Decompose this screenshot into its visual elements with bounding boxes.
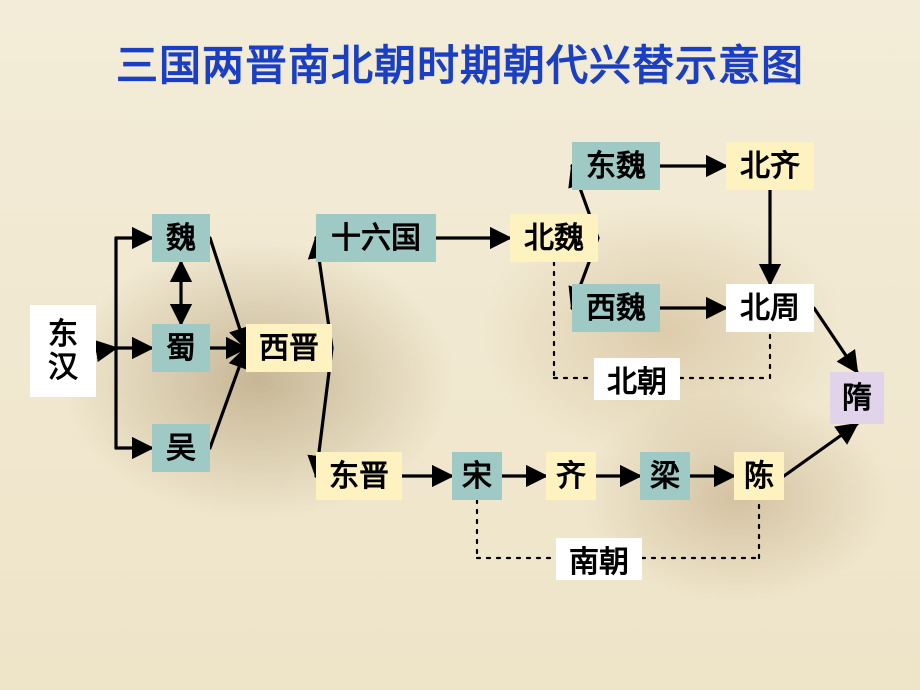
node-qi: 齐 xyxy=(546,452,596,500)
group-label-beichao: 北朝 xyxy=(594,358,680,400)
node-sui: 隋 xyxy=(830,372,884,424)
node-xijin: 西晋 xyxy=(246,324,332,372)
diagram-title: 三国两晋南北朝时期朝代兴替示意图 xyxy=(0,32,920,93)
node-beiqi: 北齐 xyxy=(726,142,814,190)
node-wei: 魏 xyxy=(152,214,210,262)
node-liang: 梁 xyxy=(640,452,690,500)
node-beiwei: 北魏 xyxy=(510,214,598,262)
node-beizhou: 北周 xyxy=(726,284,814,332)
node-shiliuguo: 十六国 xyxy=(316,214,436,262)
node-xiwei: 西魏 xyxy=(572,284,660,332)
node-shu: 蜀 xyxy=(152,324,210,372)
node-donghan: 东汉 xyxy=(30,305,96,397)
node-chen: 陈 xyxy=(734,452,784,500)
node-dongwei: 东魏 xyxy=(572,142,660,190)
node-wu: 吴 xyxy=(152,424,210,472)
diagram-stage: 三国两晋南北朝时期朝代兴替示意图 东汉 魏蜀吴 西晋 十六国东晋 北魏 东魏西魏 北齐北周宋… xyxy=(0,0,920,690)
group-label-nanchao: 南朝 xyxy=(556,538,642,580)
node-dongjin: 东晋 xyxy=(316,452,402,500)
connector-layer xyxy=(0,0,920,690)
node-song: 宋 xyxy=(452,452,502,500)
